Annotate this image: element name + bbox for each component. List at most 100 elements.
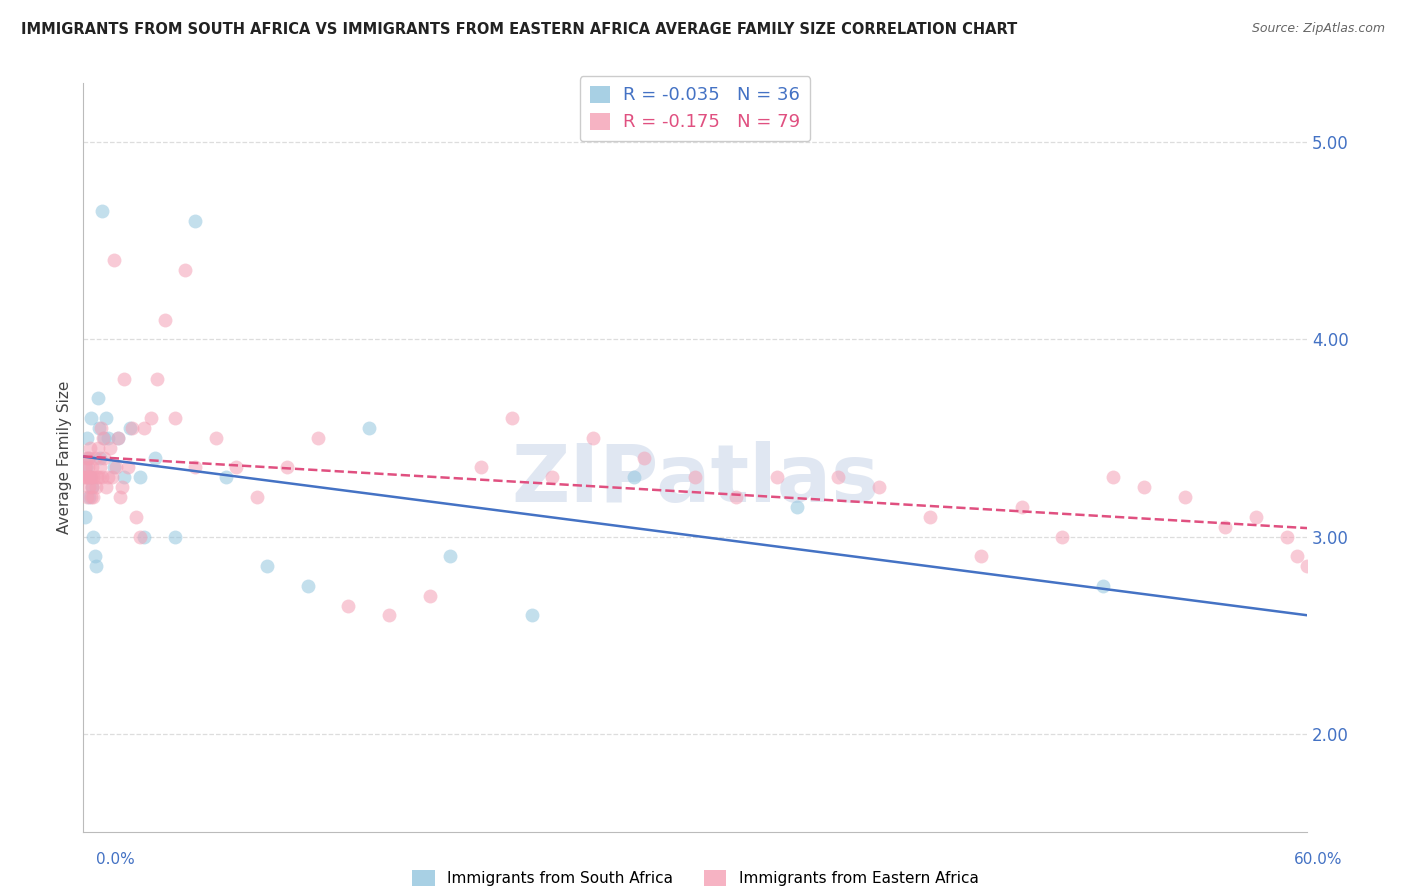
Point: [205, 431, 228, 445]
Point: [93, 450, 115, 465]
Point: [82, 480, 104, 494]
Point: [276, 460, 298, 475]
Point: [80, 490, 103, 504]
Point: [120, 421, 142, 435]
Point: [89, 450, 111, 465]
Point: [112, 470, 135, 484]
Point: [103, 253, 125, 268]
Point: [112, 372, 135, 386]
Point: [75, 509, 97, 524]
Point: [80, 411, 103, 425]
Point: [90, 204, 112, 219]
Point: [145, 372, 167, 386]
Point: [378, 608, 401, 623]
Point: [1011, 500, 1033, 514]
Point: [918, 509, 941, 524]
Point: [87, 470, 110, 484]
Point: [174, 263, 197, 277]
Point: [75, 470, 97, 484]
Point: [307, 431, 329, 445]
Point: [79, 470, 101, 484]
Point: [1102, 470, 1125, 484]
Point: [80, 480, 103, 494]
Point: [129, 470, 152, 484]
Point: [1215, 519, 1237, 533]
Point: [1285, 549, 1308, 564]
Point: [868, 480, 890, 494]
Point: [121, 421, 143, 435]
Point: [125, 509, 148, 524]
Point: [139, 411, 162, 425]
Point: [215, 470, 238, 484]
Point: [1275, 529, 1298, 543]
Point: [77, 480, 100, 494]
Point: [153, 312, 176, 326]
Point: [79, 490, 101, 504]
Point: [184, 214, 207, 228]
Point: [89, 460, 111, 475]
Point: [97, 431, 120, 445]
Point: [256, 559, 278, 574]
Point: [101, 470, 124, 484]
Point: [165, 411, 187, 425]
Point: [246, 490, 269, 504]
Point: [82, 529, 104, 543]
Text: 0.0%: 0.0%: [96, 852, 135, 867]
Point: [111, 480, 134, 494]
Point: [134, 529, 156, 543]
Point: [107, 431, 129, 445]
Point: [79, 450, 101, 465]
Point: [76, 490, 98, 504]
Point: [75, 460, 97, 475]
Point: [83, 549, 105, 564]
Point: [87, 421, 110, 435]
Point: [86, 392, 108, 406]
Point: [90, 421, 112, 435]
Y-axis label: Average Family Size: Average Family Size: [58, 381, 72, 534]
Point: [582, 431, 605, 445]
Point: [117, 460, 139, 475]
Point: [93, 431, 115, 445]
Point: [104, 460, 127, 475]
Point: [79, 470, 101, 484]
Point: [80, 470, 103, 484]
Point: [541, 470, 564, 484]
Text: 60.0%: 60.0%: [1295, 852, 1343, 867]
Point: [98, 441, 121, 455]
Point: [827, 470, 849, 484]
Point: [79, 441, 101, 455]
Point: [86, 441, 108, 455]
Text: Source: ZipAtlas.com: Source: ZipAtlas.com: [1251, 22, 1385, 36]
Point: [970, 549, 993, 564]
Point: [184, 460, 207, 475]
Point: [107, 431, 129, 445]
Point: [1052, 529, 1074, 543]
Point: [225, 460, 247, 475]
Point: [623, 470, 645, 484]
Point: [786, 500, 808, 514]
Text: IMMIGRANTS FROM SOUTH AFRICA VS IMMIGRANTS FROM EASTERN AFRICA AVERAGE FAMILY SI: IMMIGRANTS FROM SOUTH AFRICA VS IMMIGRAN…: [21, 22, 1018, 37]
Point: [129, 529, 152, 543]
Point: [470, 460, 492, 475]
Point: [1133, 480, 1156, 494]
Point: [1244, 509, 1267, 524]
Point: [501, 411, 523, 425]
Point: [765, 470, 787, 484]
Point: [86, 470, 108, 484]
Point: [419, 589, 441, 603]
Point: [337, 599, 360, 613]
Point: [90, 470, 112, 484]
Point: [108, 490, 131, 504]
Point: [143, 450, 166, 465]
Point: [91, 431, 114, 445]
Point: [75, 460, 97, 475]
Point: [82, 490, 104, 504]
Point: [683, 470, 706, 484]
Point: [439, 549, 461, 564]
Point: [165, 529, 187, 543]
Point: [76, 460, 98, 475]
Point: [76, 431, 98, 445]
Point: [1174, 490, 1197, 504]
Point: [1092, 579, 1115, 593]
Point: [76, 470, 98, 484]
